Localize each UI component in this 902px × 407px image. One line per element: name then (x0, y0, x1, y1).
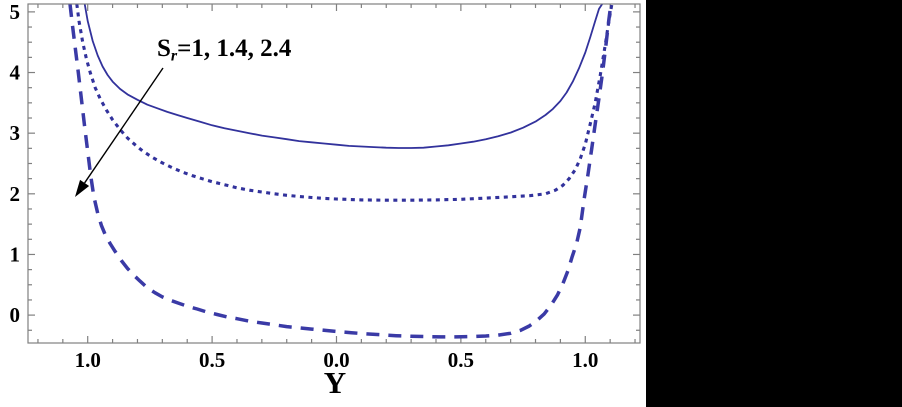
plot-panel: 1.0 0.5 0.0 0.5 1.0 0 1 2 3 4 5 Sr=1, 1.4, 2.4 Y (0, 0, 646, 407)
y-tick-label: 1 (10, 242, 21, 266)
annotation-symbol: S (157, 35, 171, 62)
x-tick-label: 1.0 (75, 348, 101, 372)
annotation-arrow (75, 67, 164, 197)
x-tick-label: 0.5 (199, 348, 225, 372)
y-tick-label: 0 (10, 303, 21, 327)
curve-sr-1.4 (75, 4, 614, 202)
annotation-values: =1, 1.4, 2.4 (177, 35, 292, 62)
y-tick-label: 5 (10, 0, 21, 24)
x-axis-title: Y (323, 365, 347, 400)
arrow-head-icon (75, 179, 90, 197)
curve-sr-1 (83, 4, 603, 149)
tick-labels: 1.0 0.5 0.0 0.5 1.0 0 1 2 3 4 5 (10, 0, 599, 372)
x-tick-label: 0.0 (323, 348, 349, 372)
tick-marks (28, 4, 640, 343)
y-tick-label: 3 (10, 121, 21, 145)
x-tick-label: 1.0 (572, 348, 598, 372)
y-tick-label: 4 (10, 61, 21, 85)
y-tick-label: 2 (10, 182, 21, 206)
curve-sr-2.4 (68, 4, 613, 339)
annotation-subscript: r (170, 47, 178, 65)
series-annotation: Sr=1, 1.4, 2.4 (157, 36, 291, 64)
x-tick-label: 0.5 (448, 348, 474, 372)
plot-frame (27, 3, 641, 344)
